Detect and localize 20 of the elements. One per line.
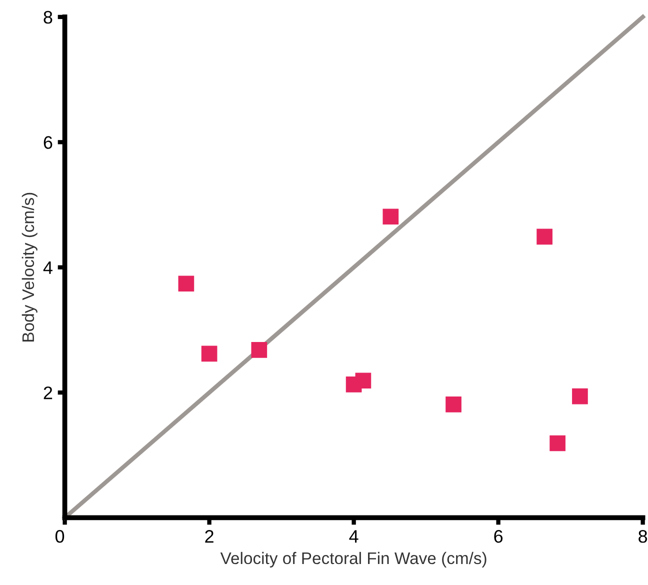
point bbox=[382, 208, 399, 225]
point bbox=[355, 372, 372, 389]
y-tick-label: 2 bbox=[44, 386, 52, 400]
y-axis-title: Body Velocity (cm/s) bbox=[22, 192, 38, 342]
point bbox=[178, 276, 194, 292]
y-tick-label: 4 bbox=[43, 261, 52, 274]
x-tick-label: 0 bbox=[55, 530, 64, 543]
point bbox=[536, 228, 552, 245]
point bbox=[550, 435, 566, 452]
x-tick-label: 2 bbox=[205, 530, 214, 543]
x-tick-label: 6 bbox=[494, 530, 503, 543]
point bbox=[201, 346, 218, 362]
y-tick-label: 6 bbox=[44, 136, 52, 149]
x-tick-label: 4 bbox=[349, 530, 358, 543]
point bbox=[572, 388, 588, 404]
point bbox=[446, 396, 462, 412]
x-axis-title: Velocity of Pectoral Fin Wave (cm/s) bbox=[220, 552, 486, 568]
y-tick-label: 8 bbox=[44, 10, 52, 24]
x-tick-label: 8 bbox=[638, 530, 648, 543]
point bbox=[251, 342, 268, 358]
